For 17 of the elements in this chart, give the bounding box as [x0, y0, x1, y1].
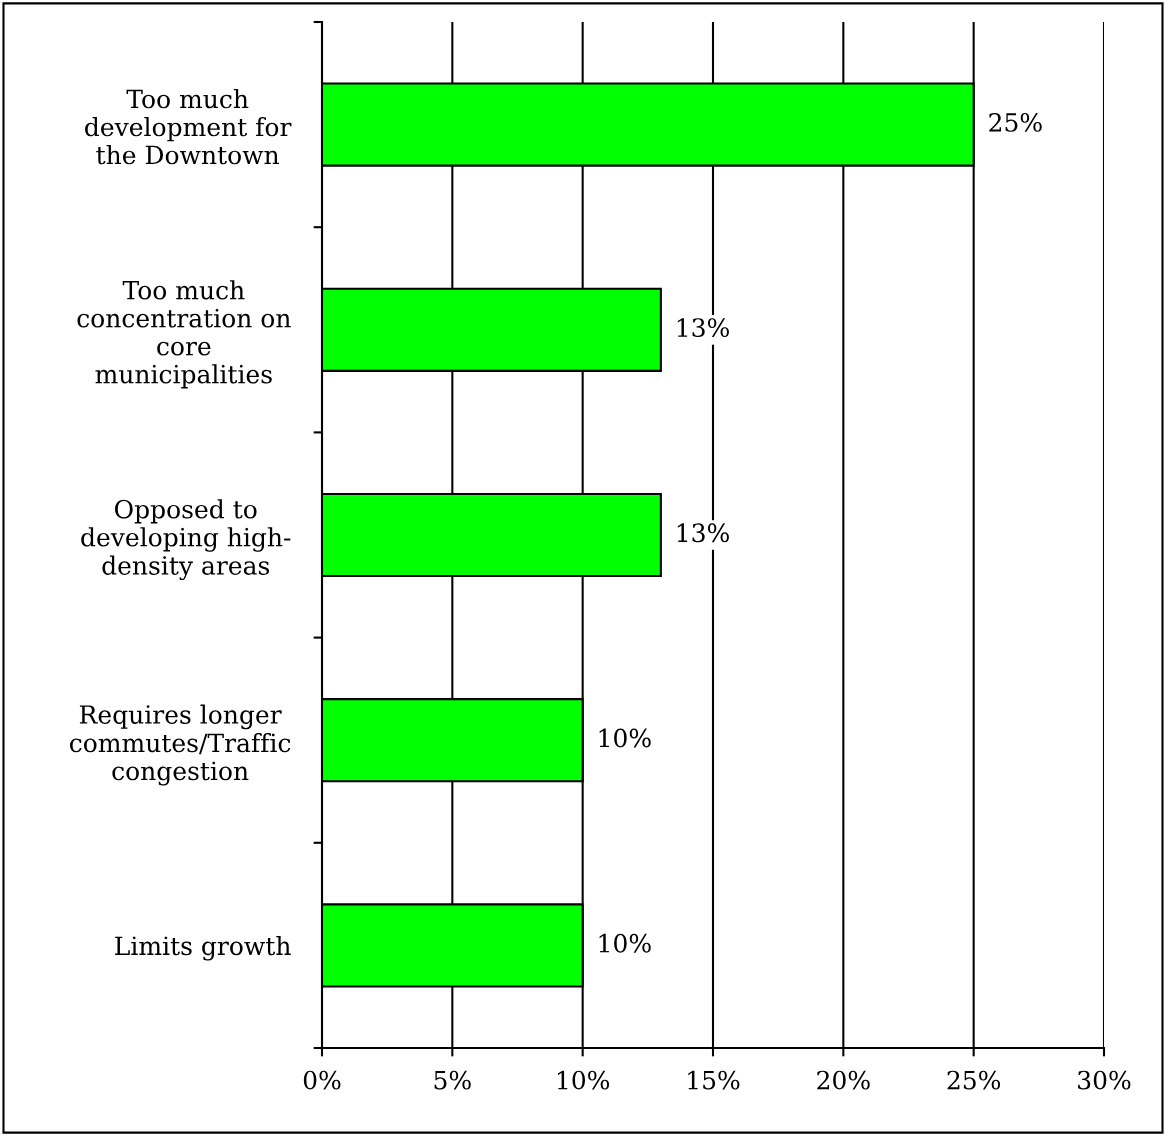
- x-tick-label: 30%: [1078, 1070, 1131, 1090]
- x-tick-label: 5%: [434, 1070, 471, 1090]
- data-label: 25%: [989, 112, 1042, 132]
- y-tick-label: Too much development for the Downtown: [85, 89, 292, 165]
- y-tick-label: Too much concentration on core municipalities: [77, 280, 291, 389]
- x-tick-label: 20%: [817, 1070, 870, 1090]
- x-tick-label: 15%: [688, 1070, 740, 1090]
- data-label: 10%: [599, 933, 651, 953]
- data-label: 13%: [677, 523, 729, 543]
- y-tick-label: Opposed to developing high- density areas: [81, 499, 291, 581]
- y-tick-label: Limits growth: [115, 935, 291, 961]
- data-label: 13%: [677, 318, 729, 338]
- x-tick-label: 25%: [947, 1070, 1001, 1090]
- data-label: 10%: [599, 728, 651, 748]
- x-tick-label: 0%: [303, 1070, 341, 1090]
- x-tick-label: 10%: [557, 1070, 610, 1090]
- y-tick-label: Requires longer commutes/Traffic congestion: [70, 704, 291, 786]
